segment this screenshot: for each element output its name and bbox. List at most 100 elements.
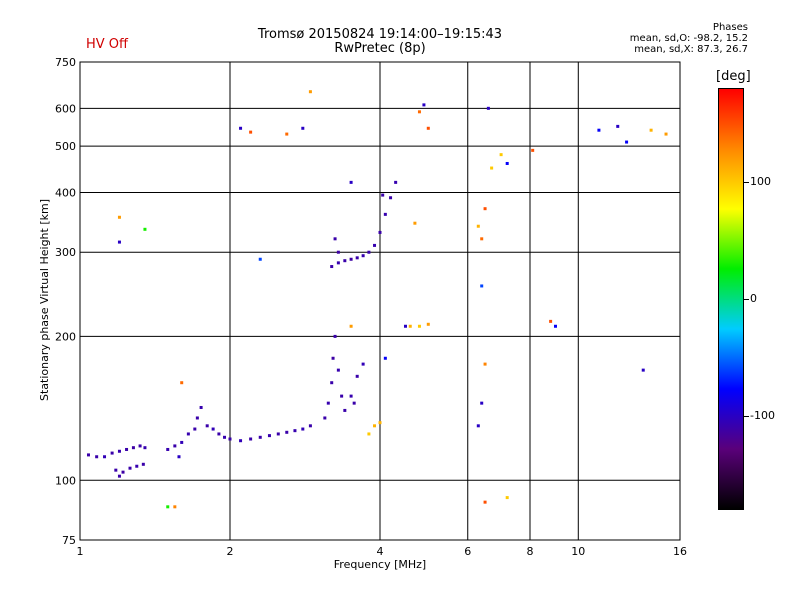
data-point: [128, 466, 132, 470]
phases-o-stats: mean, sd,O: -98.2, 15.2: [629, 33, 748, 44]
data-point: [480, 284, 484, 288]
y-tick-label: 200: [55, 330, 76, 343]
data-point: [117, 449, 121, 453]
data-point: [361, 362, 365, 366]
phases-x-stats: mean, sd,X: 87.3, 26.7: [634, 44, 748, 55]
x-tick-label: 8: [527, 545, 534, 558]
data-point: [597, 128, 601, 132]
colorbar: [718, 88, 744, 510]
data-point: [483, 362, 487, 366]
y-tick-label: 750: [55, 56, 76, 69]
data-point: [223, 435, 227, 439]
data-point: [95, 455, 99, 459]
data-point: [616, 124, 620, 128]
data-point: [193, 427, 197, 431]
data-point: [403, 324, 407, 328]
data-point: [349, 257, 353, 261]
data-point: [135, 464, 139, 468]
data-point: [143, 446, 147, 450]
data-point: [293, 429, 297, 433]
data-point: [333, 334, 337, 338]
data-point: [361, 254, 365, 258]
colorbar-tick-label: -100: [750, 409, 775, 423]
data-point: [625, 140, 629, 144]
data-point: [180, 440, 184, 444]
data-point: [173, 444, 177, 448]
y-tick-label: 100: [55, 474, 76, 487]
x-tick-label: 16: [673, 545, 687, 558]
data-point: [413, 221, 417, 225]
colorbar-tick-mark: [744, 416, 749, 418]
data-point: [173, 505, 177, 509]
data-point: [394, 180, 398, 184]
data-point: [308, 90, 312, 94]
data-point: [367, 432, 371, 436]
data-point: [476, 424, 480, 428]
data-point: [333, 237, 337, 241]
data-point: [249, 130, 253, 134]
data-point: [336, 261, 340, 265]
data-point: [285, 132, 289, 136]
data-point: [367, 250, 371, 254]
chart-title: Tromsø 20150824 19:14:00–19:15:43: [257, 27, 503, 42]
data-point: [486, 106, 490, 110]
data-point: [301, 427, 305, 431]
data-point: [641, 368, 645, 372]
data-point: [553, 324, 557, 328]
data-point: [352, 401, 356, 405]
x-tick-label: 2: [227, 545, 234, 558]
colorbar-tick-label: 100: [750, 174, 771, 188]
data-point: [340, 394, 344, 398]
colorbar-tick-label: 0: [750, 292, 757, 305]
data-point: [239, 439, 243, 443]
data-point: [336, 250, 340, 254]
data-point: [649, 128, 653, 132]
data-point: [258, 435, 262, 439]
data-point: [349, 180, 353, 184]
data-point: [166, 505, 170, 509]
data-point: [336, 368, 340, 372]
data-point: [373, 243, 377, 247]
data-point: [664, 132, 668, 136]
data-point: [330, 265, 334, 269]
data-point: [505, 161, 509, 165]
data-point: [483, 207, 487, 211]
data-point: [121, 470, 125, 474]
y-tick-label: 500: [55, 140, 76, 153]
data-point: [180, 381, 184, 385]
data-point: [373, 424, 377, 428]
data-point: [383, 212, 387, 216]
data-point: [490, 166, 494, 170]
data-point: [343, 408, 347, 412]
data-point: [301, 126, 305, 130]
y-tick-label: 600: [55, 102, 76, 115]
data-point: [349, 324, 353, 328]
colorbar-tick-mark: [744, 299, 749, 300]
data-point: [355, 374, 359, 378]
data-point: [110, 451, 114, 455]
data-points: [86, 90, 668, 509]
axis-ticks: 1 2 4 6 8 10 16 75 100 200 300 400 500 600 750: [55, 56, 687, 558]
data-point: [355, 256, 359, 260]
hv-status-label: HV Off: [86, 37, 128, 52]
data-point: [422, 103, 426, 107]
grid-lines: [80, 62, 680, 540]
data-point: [323, 416, 327, 420]
data-point: [531, 148, 535, 152]
data-point: [258, 257, 262, 261]
data-point: [205, 424, 209, 428]
data-point: [239, 126, 243, 130]
data-point: [505, 496, 509, 500]
colorbar-tick-mark: [744, 181, 749, 183]
data-point: [343, 259, 347, 263]
x-tick-label: 10: [571, 545, 585, 558]
data-point: [308, 424, 312, 428]
data-point: [138, 444, 142, 448]
data-point: [117, 474, 121, 478]
data-point: [86, 453, 90, 457]
data-point: [378, 230, 382, 234]
y-tick-label: 300: [55, 246, 76, 259]
data-point: [426, 322, 430, 326]
